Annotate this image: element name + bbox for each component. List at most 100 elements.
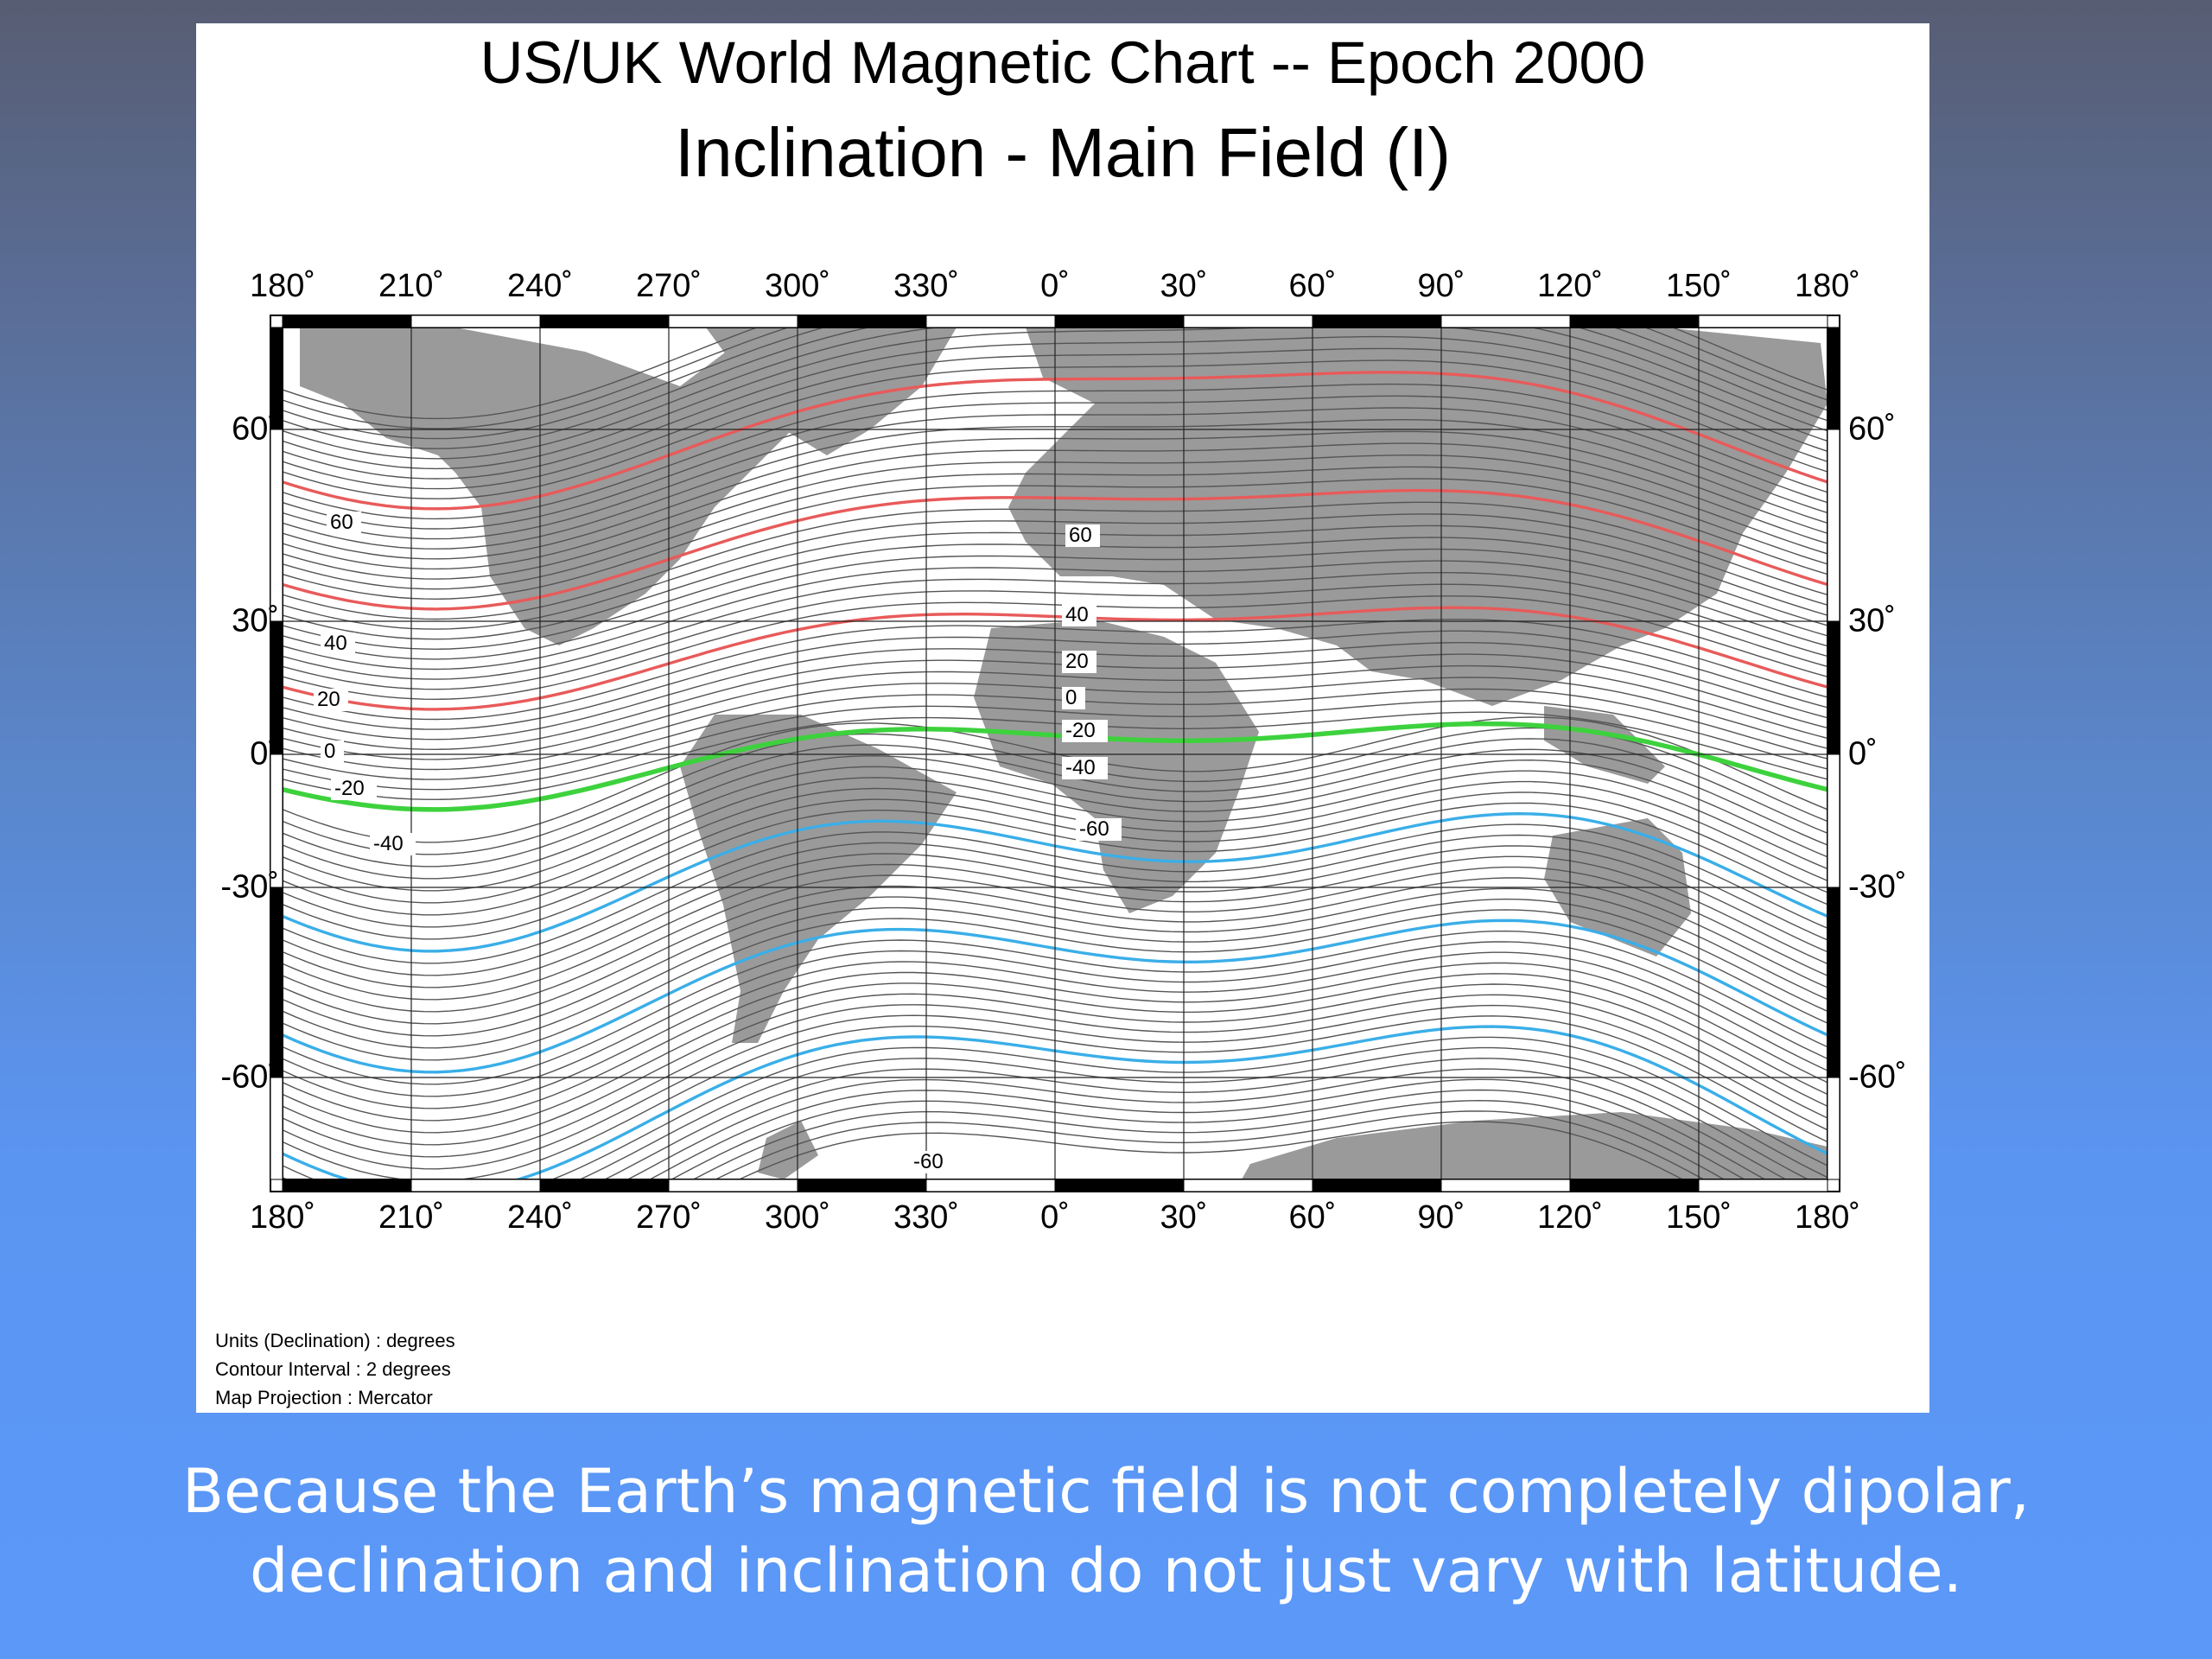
contour-label: 40 — [324, 632, 347, 655]
contour-label: 40 — [1065, 603, 1089, 626]
inclination-map: 60 60 40 40 20 20 0 0 -20 -20 -40 -40 -60 -60 — [270, 315, 1840, 1192]
longitude-label: 180˚ — [249, 268, 316, 304]
frame-bar-right — [1827, 620, 1840, 755]
contour-label: 20 — [317, 688, 340, 711]
frame-bar-top — [282, 315, 412, 328]
chart-subtitle: Inclination - Main Field (I) — [674, 114, 1452, 191]
frame-bar-top — [1183, 315, 1313, 328]
latitude-label-left: 60˚ — [232, 410, 279, 448]
longitude-label: 300˚ — [764, 268, 831, 304]
chart-panel: US/UK World Magnetic Chart -- Epoch 2000… — [196, 23, 1929, 1413]
frame-bar-bottom — [410, 1179, 541, 1192]
contour-label: 0 — [1065, 686, 1077, 709]
contour-label-bg — [314, 689, 348, 711]
longitude-label: 270˚ — [635, 1199, 702, 1236]
frame-bar-top — [1312, 315, 1442, 328]
frame-bar-top — [668, 315, 798, 328]
longitude-label: 270˚ — [635, 268, 702, 304]
frame-bar-top — [797, 315, 927, 328]
contour-label: -60 — [913, 1150, 944, 1173]
contour-label: 20 — [1065, 650, 1089, 673]
frame-bar-top — [925, 315, 1056, 328]
contour-label-bg — [1062, 720, 1108, 742]
landmass-8 — [1242, 1112, 1827, 1179]
longitude-label: 330˚ — [893, 268, 960, 304]
frame-bar-bottom — [1054, 1179, 1185, 1192]
latitude-label-left: 30˚ — [232, 602, 279, 639]
frame-bar-left — [270, 1077, 283, 1180]
longitude-label: 0˚ — [1040, 268, 1070, 304]
frame-bar-left — [270, 753, 283, 888]
longitude-label: 210˚ — [378, 268, 445, 304]
longitude-label: 240˚ — [506, 268, 574, 304]
note-units: Units (Declination) : degrees — [215, 1330, 455, 1351]
chart-title: US/UK World Magnetic Chart -- Epoch 2000 — [480, 29, 1646, 96]
frame-bar-right — [1827, 327, 1840, 430]
contour-label: -40 — [373, 832, 404, 855]
longitude-label: 120˚ — [1536, 268, 1604, 304]
contour-label-bg — [1076, 818, 1122, 841]
longitude-label: 0˚ — [1040, 1199, 1070, 1236]
longitude-label: 60˚ — [1288, 1199, 1337, 1236]
frame-bar-top — [1054, 315, 1185, 328]
contour-label-bg — [1062, 687, 1085, 709]
caption-line-2: declination and inclination do not just … — [250, 1535, 1962, 1606]
longitude-label: 30˚ — [1160, 268, 1208, 304]
frame-bar-bottom — [797, 1179, 927, 1192]
frame-bar-bottom — [1312, 1179, 1442, 1192]
frame-bar-right — [1827, 1077, 1840, 1180]
longitude-label: 180˚ — [249, 1199, 316, 1236]
longitude-label: 330˚ — [893, 1199, 960, 1236]
landmass-5 — [974, 620, 1259, 913]
longitude-label: 150˚ — [1665, 268, 1732, 304]
frame-bar-left — [270, 887, 283, 1078]
contour-label-bg — [1062, 651, 1096, 673]
note-projection: Map Projection : Mercator — [215, 1387, 433, 1408]
longitude-label: 240˚ — [506, 1199, 574, 1236]
longitude-label: 120˚ — [1536, 1199, 1604, 1236]
longitude-label: 180˚ — [1794, 268, 1861, 304]
contour-label: -40 — [1065, 756, 1096, 779]
longitude-label: 180˚ — [1794, 1199, 1861, 1236]
note-interval: Contour Interval : 2 degrees — [215, 1358, 451, 1380]
latitude-label-right: 0˚ — [1848, 735, 1878, 772]
frame-bar-left — [270, 429, 283, 622]
frame-bar-right — [1827, 429, 1840, 622]
frame-bar-bottom — [282, 1179, 412, 1192]
landmass-6 — [1544, 706, 1665, 784]
landmass-4 — [1008, 327, 1827, 706]
frame-bar-bottom — [668, 1179, 798, 1192]
contour-label: -60 — [1079, 817, 1109, 841]
longitude-label: 300˚ — [764, 1199, 831, 1236]
frame-bar-top — [1440, 315, 1571, 328]
frame-bar-bottom — [1698, 1179, 1828, 1192]
frame-bar-bottom — [1440, 1179, 1571, 1192]
map-frame — [270, 315, 1840, 1192]
contour-label-bg — [1062, 757, 1108, 779]
contour-label: 60 — [1069, 524, 1092, 547]
contour-label-bg — [1065, 524, 1100, 547]
contour-label-bg — [370, 833, 416, 855]
landmass-1 — [300, 327, 870, 645]
longitude-label: 90˚ — [1417, 268, 1465, 304]
frame-bar-bottom — [925, 1179, 1056, 1192]
slide-caption: Because the Earth’s magnetic field is no… — [0, 1452, 2212, 1611]
frame-bar-top — [1569, 315, 1700, 328]
latitude-label-left: 0˚ — [250, 735, 279, 772]
landmass-3 — [680, 715, 957, 1043]
frame-bar-bottom — [1183, 1179, 1313, 1192]
caption-line-1: Because the Earth’s magnetic field is no… — [182, 1456, 2030, 1527]
contour-label-bg — [1062, 604, 1096, 626]
frame-bar-right — [1827, 753, 1840, 888]
contour-label-bg — [331, 778, 377, 800]
contour-label: 0 — [324, 740, 335, 763]
latitude-label-right: -30˚ — [1848, 868, 1907, 906]
latitude-label-left: -60˚ — [220, 1058, 279, 1096]
latitude-label-left: -30˚ — [220, 868, 279, 906]
map-notes: Units (Declination) : degrees Contour In… — [215, 1326, 455, 1412]
contour-label: -20 — [1065, 719, 1096, 742]
contour-label-bg — [321, 741, 344, 763]
longitude-label: 30˚ — [1160, 1199, 1208, 1236]
longitude-label: 210˚ — [378, 1199, 445, 1236]
frame-bar-top — [539, 315, 670, 328]
